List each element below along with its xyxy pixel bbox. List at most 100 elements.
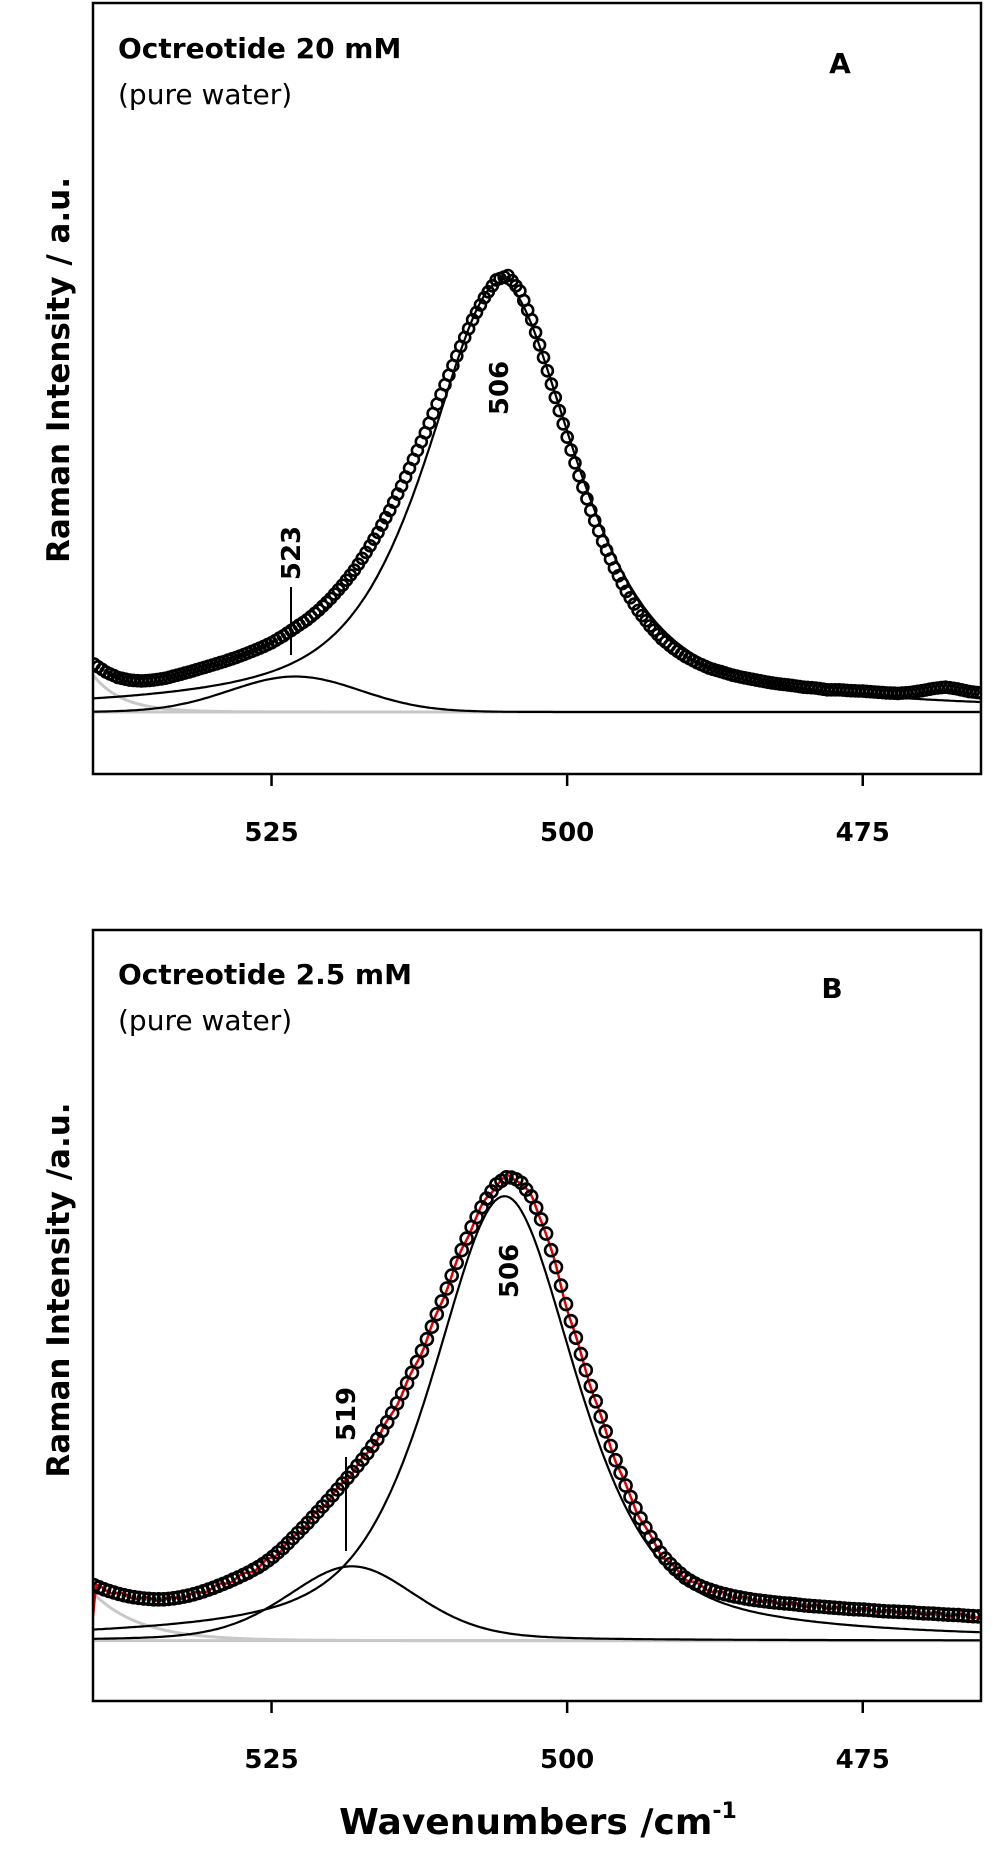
observed-point bbox=[906, 1605, 921, 1620]
observed-point bbox=[528, 325, 543, 340]
observed-point bbox=[851, 1602, 867, 1617]
observed-point bbox=[856, 1602, 872, 1617]
observed-point bbox=[593, 1409, 609, 1424]
observed-point bbox=[499, 1170, 514, 1185]
x-tick-label: 500 bbox=[540, 1745, 594, 1775]
observed-point bbox=[782, 1596, 797, 1611]
observed-point bbox=[552, 403, 567, 418]
x-tick-label: 475 bbox=[836, 1745, 890, 1775]
observed-point bbox=[528, 1200, 544, 1215]
observed-point bbox=[419, 1331, 435, 1347]
observed-point bbox=[563, 1313, 579, 1329]
observed-point bbox=[553, 1278, 569, 1293]
observed-point bbox=[811, 1599, 827, 1614]
y-axis-label: Raman Intensity /a.u. bbox=[41, 1102, 77, 1477]
panel-title: Octreotide 2.5 mM bbox=[118, 958, 412, 991]
observed-point bbox=[544, 377, 559, 391]
observed-point bbox=[572, 468, 586, 483]
observed-point bbox=[367, 532, 381, 547]
observed-point bbox=[434, 1294, 450, 1309]
observed-point bbox=[454, 1242, 470, 1258]
observed-point bbox=[560, 430, 575, 445]
plot-frame bbox=[91, 928, 983, 1703]
plot-area bbox=[93, 1170, 981, 1643]
observed-point bbox=[613, 1465, 628, 1481]
observed-point bbox=[146, 1592, 162, 1607]
observed-point bbox=[568, 1330, 584, 1345]
x-axis-label: Wavenumbers /cm-1 bbox=[339, 1799, 737, 1843]
observed-point bbox=[896, 1604, 912, 1620]
observed-point bbox=[941, 1607, 956, 1622]
peak-label: 506 bbox=[485, 361, 515, 415]
x-axis-label-superscript: -1 bbox=[712, 1799, 736, 1824]
observed-point bbox=[603, 1438, 619, 1454]
observed-point bbox=[580, 491, 594, 506]
observed-point bbox=[136, 1591, 152, 1606]
observed-point bbox=[871, 1603, 887, 1619]
observed-point bbox=[931, 1606, 946, 1622]
observed-point bbox=[772, 1595, 787, 1611]
panel-letter: B bbox=[821, 972, 842, 1005]
observed-point bbox=[841, 1601, 857, 1617]
observed-point bbox=[846, 1601, 862, 1617]
panel-subtitle: (pure water) bbox=[118, 1004, 292, 1037]
observed-point bbox=[573, 1346, 589, 1362]
fit-component-1 bbox=[93, 281, 980, 704]
observed-point bbox=[524, 312, 539, 327]
observed-point bbox=[866, 1603, 882, 1618]
observed-point bbox=[806, 1598, 822, 1614]
observed-point bbox=[916, 1606, 931, 1621]
observed-point bbox=[141, 1591, 157, 1607]
observed-point bbox=[608, 1452, 623, 1468]
observed-point bbox=[796, 1598, 812, 1613]
observed-point bbox=[449, 1255, 465, 1271]
observed-point bbox=[821, 1600, 837, 1615]
raw-spectrum-line bbox=[93, 1173, 981, 1620]
observed-point bbox=[901, 1604, 916, 1620]
observed-point bbox=[576, 480, 590, 495]
observed-point bbox=[548, 1259, 564, 1275]
observed-point bbox=[974, 686, 981, 700]
observed-point bbox=[424, 1319, 440, 1334]
observed-point bbox=[558, 1296, 574, 1312]
observed-point bbox=[960, 1608, 976, 1624]
x-tick-label: 500 bbox=[540, 818, 594, 848]
panel-title: Octreotide 20 mM bbox=[118, 32, 401, 65]
observed-point bbox=[876, 1603, 892, 1619]
observed-point bbox=[891, 1604, 907, 1620]
observed-point bbox=[777, 1596, 792, 1611]
observed-point bbox=[568, 456, 582, 470]
x-tick-label: 525 bbox=[244, 1745, 298, 1775]
observed-point bbox=[533, 1212, 549, 1227]
observed-point bbox=[536, 350, 551, 365]
observed-point bbox=[767, 1595, 782, 1610]
panel-a: 525 500 475 Octreotide 20 mM (pure water) A Ra… bbox=[41, 1, 983, 848]
observed-point bbox=[459, 1231, 474, 1246]
observed-point bbox=[911, 1605, 926, 1621]
observed-point bbox=[950, 1607, 966, 1623]
peak-label: 506 bbox=[495, 1244, 525, 1298]
observed-point bbox=[886, 1604, 902, 1619]
observed-point bbox=[429, 1306, 445, 1322]
observed-point bbox=[747, 1592, 763, 1608]
peak-label: 519 bbox=[332, 1387, 362, 1441]
panel-b: 525 500 475 Octreotide 2.5 mM (pure water) B R… bbox=[41, 928, 983, 1775]
fit-component-1 bbox=[93, 1195, 980, 1634]
observed-point bbox=[801, 1598, 817, 1614]
observed-point bbox=[444, 1268, 460, 1283]
observed-point bbox=[921, 1606, 936, 1621]
observed-point bbox=[548, 390, 563, 405]
plot-frame bbox=[91, 1, 983, 776]
observed-point bbox=[543, 1242, 559, 1258]
observed-point bbox=[439, 1281, 455, 1296]
x-tick-label: 525 bbox=[244, 818, 298, 848]
observed-point bbox=[881, 1604, 897, 1619]
observed-point bbox=[588, 1394, 604, 1409]
observed-point bbox=[583, 1378, 599, 1394]
observed-point bbox=[826, 1600, 842, 1615]
observed-point bbox=[598, 1424, 614, 1439]
plot-area bbox=[93, 268, 981, 714]
x-tick-label: 475 bbox=[836, 818, 890, 848]
panel-letter: A bbox=[829, 47, 851, 80]
